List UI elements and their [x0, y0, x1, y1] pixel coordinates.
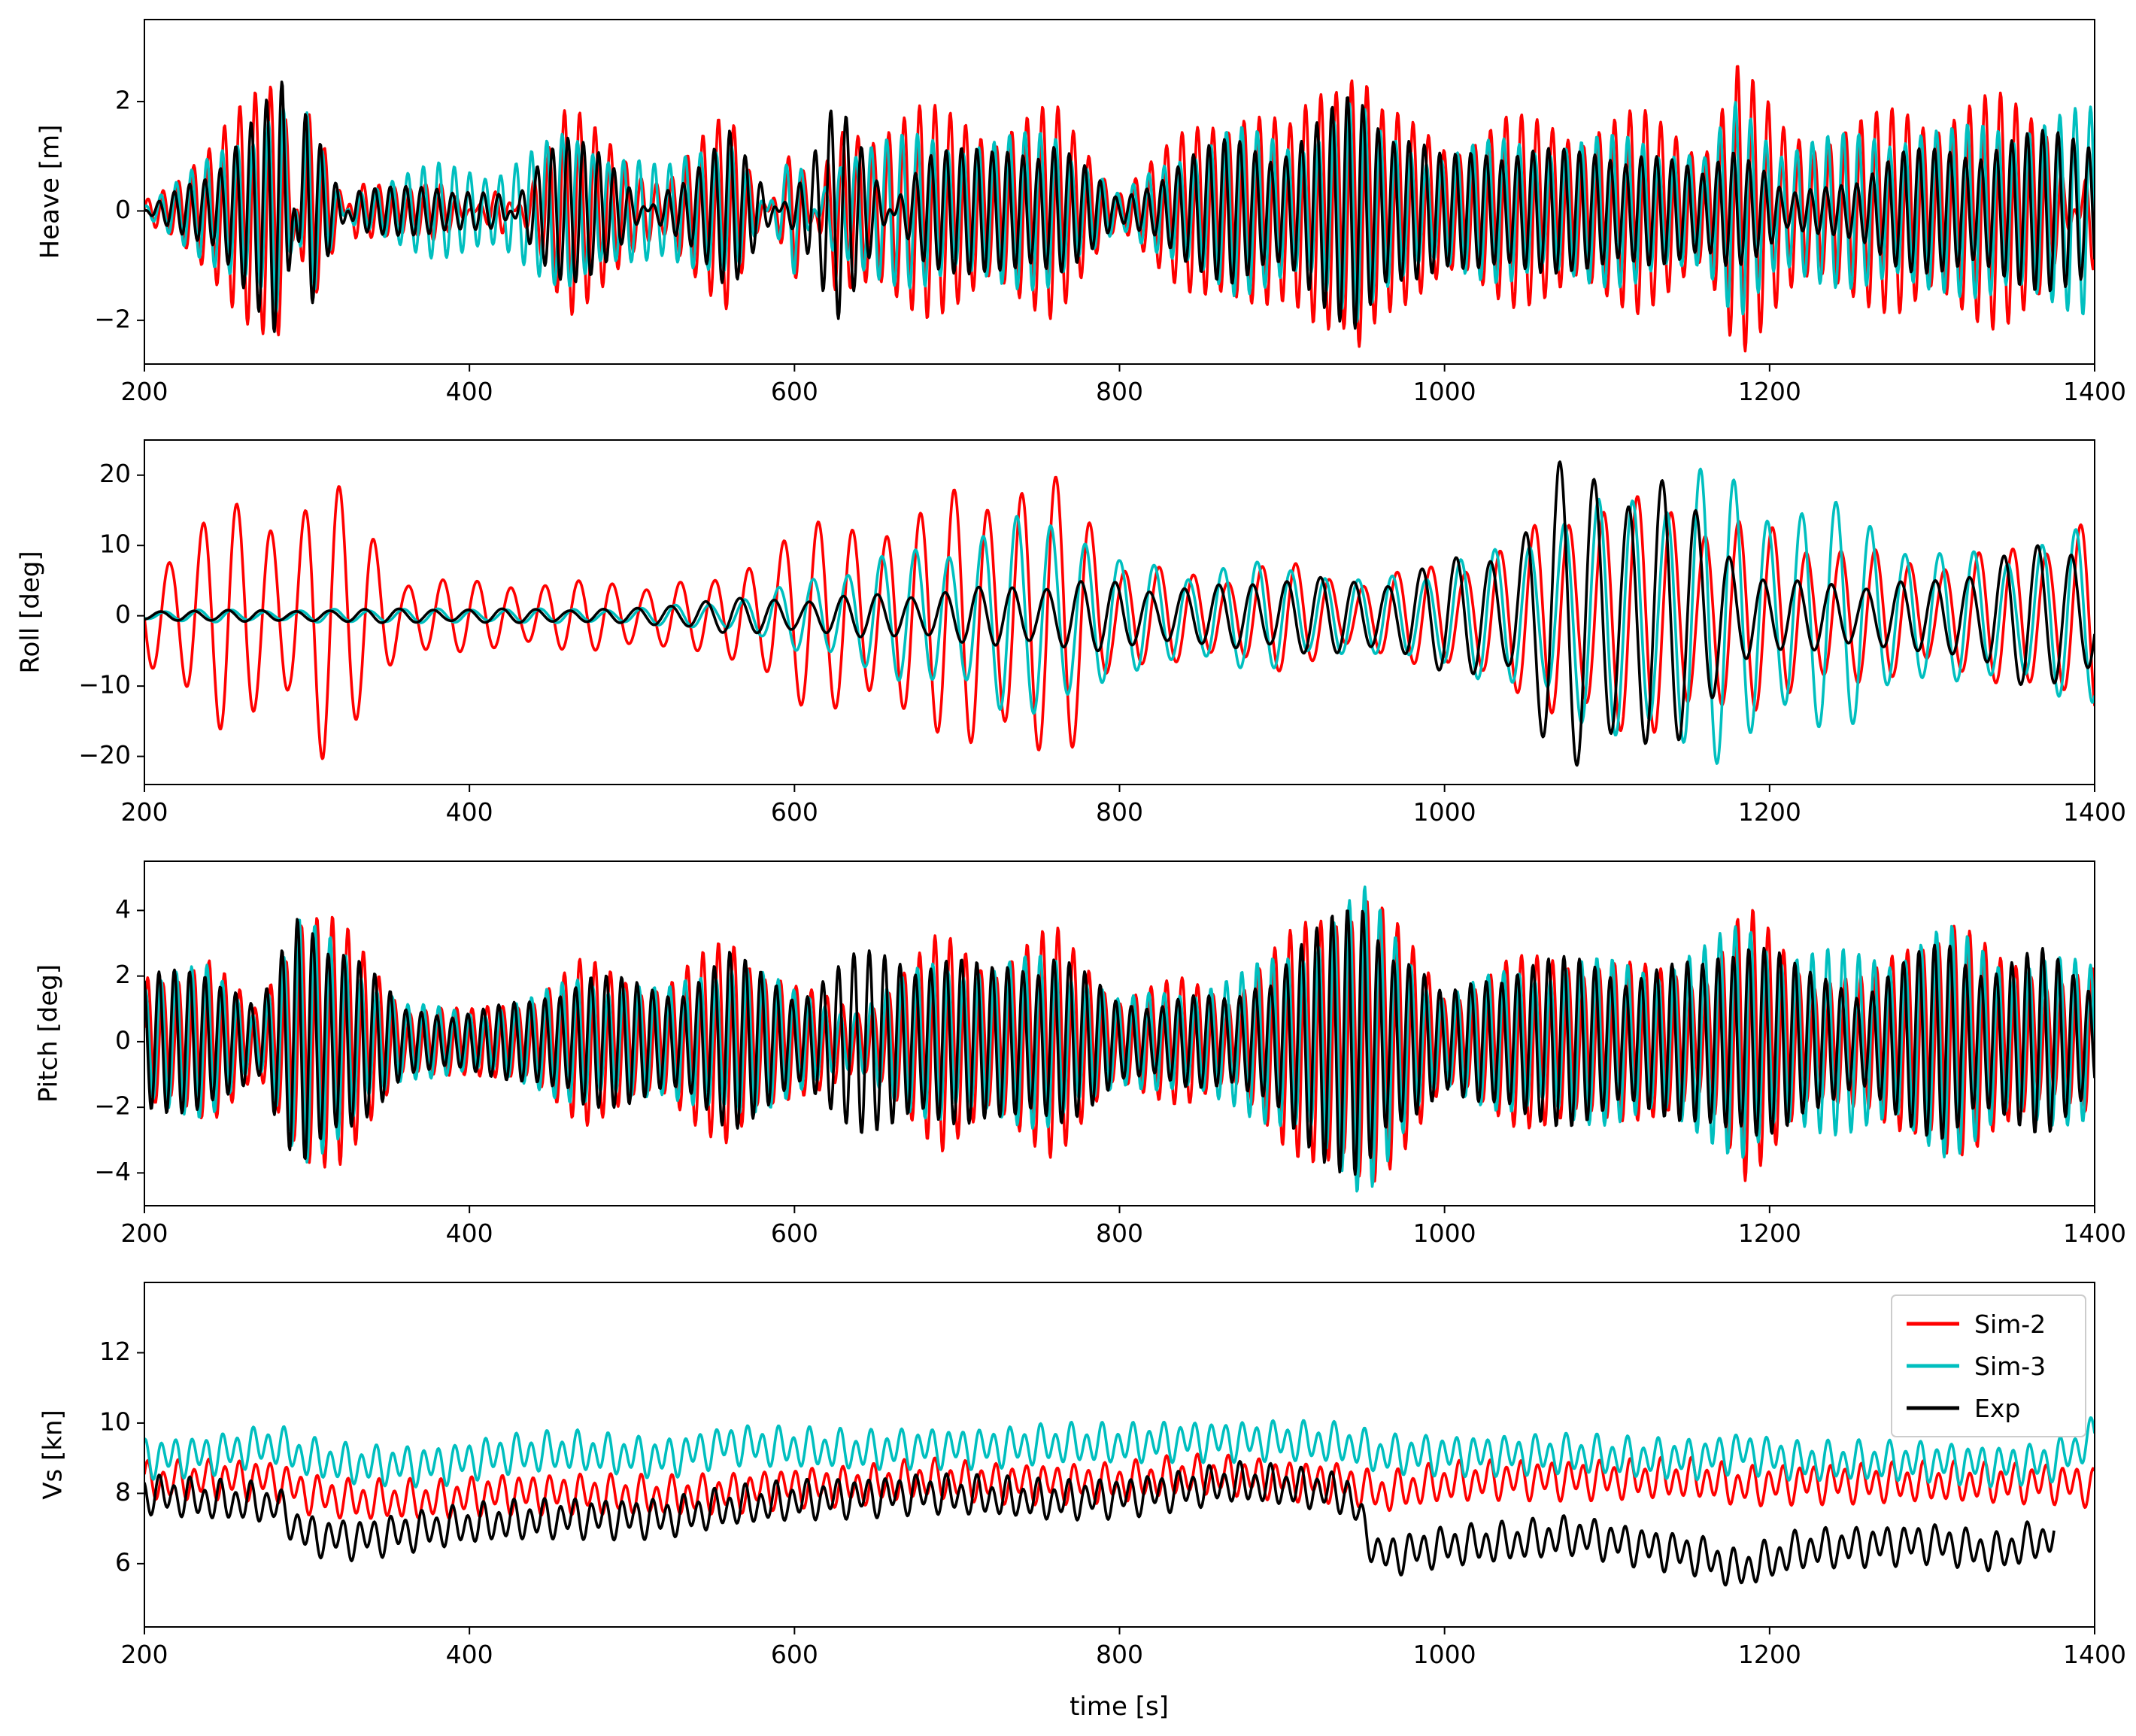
- heave-series-sim-3: [144, 101, 2095, 323]
- vs-xlabel: time [s]: [1070, 1692, 1169, 1722]
- heave-series-exp: [144, 80, 2095, 333]
- heave-ytick-label: 2: [115, 86, 131, 115]
- roll-xtick-label: 1000: [1413, 797, 1476, 827]
- vs-panel: 200 400 600 800 1000 1200 1400 6 8 10 12 Vs [kn] t…: [38, 1282, 2126, 1722]
- roll-ytick-label: −10: [78, 670, 131, 700]
- pitch-xtick-label: 1400: [2063, 1219, 2126, 1248]
- roll-ytick-label: 20: [99, 459, 131, 488]
- vs-ytick-label: 6: [115, 1547, 131, 1577]
- vs-xtick-label: 800: [1096, 1640, 1143, 1669]
- pitch-xtick-label: 1200: [1738, 1219, 1801, 1248]
- roll-ytick-label: −20: [78, 740, 131, 769]
- pitch-ytick-label: −2: [94, 1091, 131, 1121]
- roll-xtick-label: 400: [446, 797, 493, 827]
- heave-axes-frame: [144, 19, 2095, 365]
- legend-box: [1891, 1294, 2086, 1437]
- vs-xtick-label: 1000: [1413, 1640, 1476, 1669]
- vs-series-sim-3: [144, 1416, 2095, 1489]
- roll-xtick-label: 200: [121, 797, 168, 827]
- pitch-series-exp: [144, 909, 2095, 1176]
- heave-xtick-label: 600: [771, 377, 818, 406]
- legend-label-sim-2: Sim-2: [1974, 1310, 2046, 1339]
- roll-ytick-label: 10: [99, 530, 131, 559]
- roll-xtick-label: 1400: [2063, 797, 2126, 827]
- vs-ytick-label: 12: [99, 1337, 131, 1366]
- roll-panel: 200 400 600 800 1000 1200 1400 −20 −10 0 10 20 Roll…: [16, 439, 2126, 827]
- legend-label-exp: Exp: [1974, 1394, 2020, 1423]
- heave-plot-area: 200 400 600 800 1000 1200 1400 −2 0 2: [94, 65, 2126, 406]
- vs-plot-area: 200 400 600 800 1000 1200 1400 6 8 10 12: [99, 1337, 2126, 1669]
- pitch-ylabel: Pitch [deg]: [34, 964, 64, 1103]
- vs-ytick-label: 10: [99, 1407, 131, 1436]
- vs-xtick-label: 600: [771, 1640, 818, 1669]
- vs-xtick-label: 200: [121, 1640, 168, 1669]
- pitch-axes-frame: [144, 860, 2095, 1206]
- heave-ytick-label: −2: [94, 304, 131, 333]
- pitch-xtick-label: 600: [771, 1219, 818, 1248]
- roll-ylabel: Roll [deg]: [16, 551, 46, 673]
- legend: Sim-2 Sim-3 Exp: [1891, 1294, 2086, 1437]
- vs-xtick-label: 1400: [2063, 1640, 2126, 1669]
- vs-ytick-label: 8: [115, 1477, 131, 1507]
- pitch-panel: 200 400 600 800 1000 1200 1400 −4 −2 0 2 4 Pitch [d…: [34, 860, 2126, 1248]
- roll-xtick-label: 600: [771, 797, 818, 827]
- pitch-ytick-label: 0: [115, 1025, 131, 1055]
- roll-xtick-label: 1200: [1738, 797, 1801, 827]
- vs-ylabel: Vs [kn]: [38, 1410, 68, 1500]
- roll-series-exp: [144, 460, 2095, 767]
- roll-ytick-label: 0: [115, 599, 131, 629]
- pitch-ytick-label: 2: [115, 960, 131, 989]
- vs-axes-frame: [144, 1282, 2095, 1628]
- heave-xtick-label: 1200: [1738, 377, 1801, 406]
- heave-xtick-label: 1400: [2063, 377, 2126, 406]
- pitch-xtick-label: 800: [1096, 1219, 1143, 1248]
- heave-xtick-label: 400: [446, 377, 493, 406]
- pitch-xtick-label: 400: [446, 1219, 493, 1248]
- heave-xtick-label: 800: [1096, 377, 1143, 406]
- roll-xtick-label: 800: [1096, 797, 1143, 827]
- roll-plot-area: 200 400 600 800 1000 1200 1400 −20 −10 0 10 20: [78, 459, 2126, 827]
- vs-xtick-label: 400: [446, 1640, 493, 1669]
- vs-series-sim-2: [144, 1452, 2095, 1520]
- pitch-plot-area: 200 400 600 800 1000 1200 1400 −4 −2 0 2 4: [94, 885, 2126, 1248]
- heave-ylabel: Heave [m]: [35, 125, 65, 259]
- heave-xtick-label: 1000: [1413, 377, 1476, 406]
- vs-xtick-label: 1200: [1738, 1640, 1801, 1669]
- pitch-xtick-label: 1000: [1413, 1219, 1476, 1248]
- pitch-ytick-label: 4: [115, 894, 131, 924]
- pitch-ytick-label: −4: [94, 1157, 131, 1186]
- roll-axes-frame: [144, 439, 2095, 785]
- heave-xtick-label: 200: [121, 377, 168, 406]
- heave-panel: 200 400 600 800 1000 1200 1400 −2 0 2 Heave [m]: [35, 19, 2126, 406]
- legend-label-sim-3: Sim-3: [1974, 1352, 2046, 1381]
- vs-series-exp: [144, 1460, 2056, 1587]
- heave-ytick-label: 0: [115, 195, 131, 224]
- pitch-xtick-label: 200: [121, 1219, 168, 1248]
